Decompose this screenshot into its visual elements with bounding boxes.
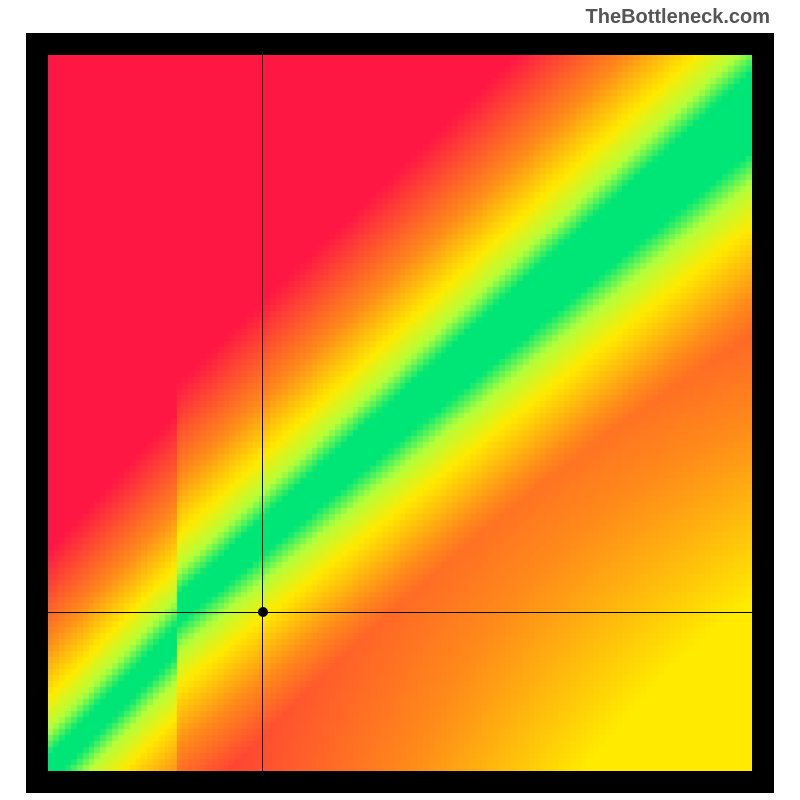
crosshair-marker — [258, 607, 268, 617]
chart-container: TheBottleneck.com — [0, 0, 800, 800]
crosshair-vertical — [262, 55, 263, 771]
plot-border — [26, 33, 774, 793]
attribution-text: TheBottleneck.com — [586, 6, 770, 29]
heatmap-canvas — [48, 55, 752, 771]
crosshair-horizontal — [48, 612, 752, 613]
plot-area — [48, 55, 752, 771]
